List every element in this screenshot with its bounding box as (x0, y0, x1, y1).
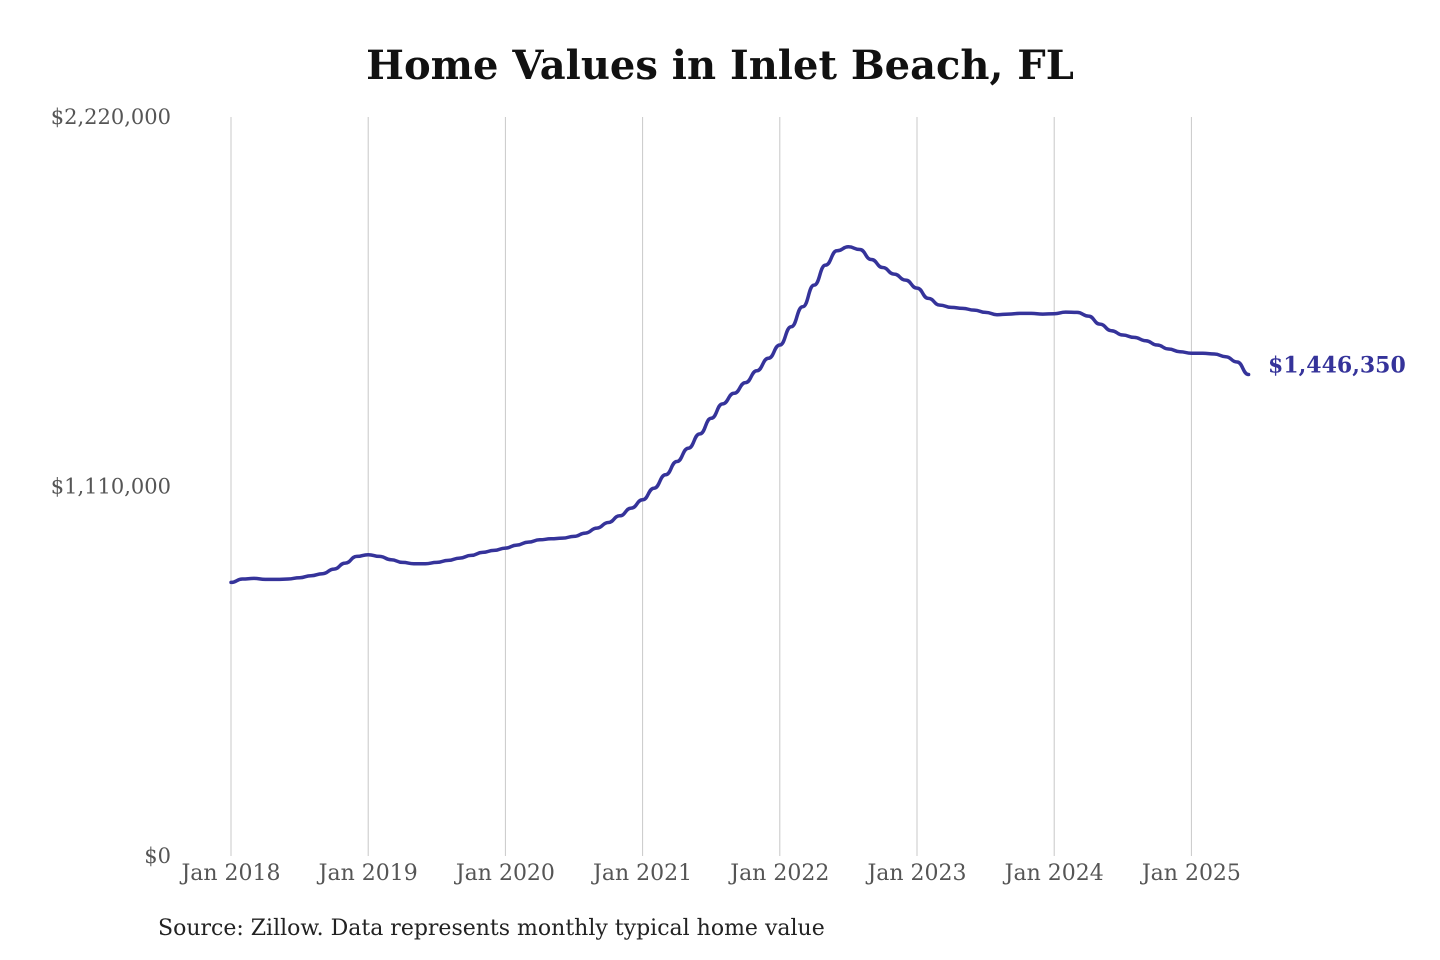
x-tick-label: Jan 2024 (1003, 861, 1104, 886)
end-label-layer: $1,446,350 (1268, 353, 1406, 379)
x-tick-label: Jan 2025 (1140, 861, 1241, 886)
gridlines (230, 117, 1192, 856)
source-note: Source: Zillow. Data represents monthly … (158, 916, 825, 941)
x-tick-label: Jan 2019 (317, 861, 418, 886)
home-value-line (229, 245, 1251, 585)
x-tick-label: Jan 2022 (728, 861, 829, 886)
chart-title: Home Values in Inlet Beach, FL (366, 42, 1074, 89)
x-tick-label: Jan 2023 (865, 861, 966, 886)
y-tick-label: $2,220,000 (51, 105, 171, 129)
series-layer (229, 245, 1251, 585)
x-axis-ticks: Jan 2018 Jan 2019 Jan 2020 Jan 2021 Jan 2022… (179, 861, 1240, 886)
y-tick-label: $0 (144, 844, 171, 868)
x-tick-label: Jan 2018 (179, 861, 280, 886)
y-tick-label: $1,110,000 (51, 475, 171, 499)
x-tick-label: Jan 2021 (591, 861, 692, 886)
x-tick-label: Jan 2020 (454, 861, 555, 886)
end-value-label: $1,446,350 (1268, 353, 1406, 379)
y-axis-ticks: $0 $1,110,000 $2,220,000 (51, 105, 171, 868)
